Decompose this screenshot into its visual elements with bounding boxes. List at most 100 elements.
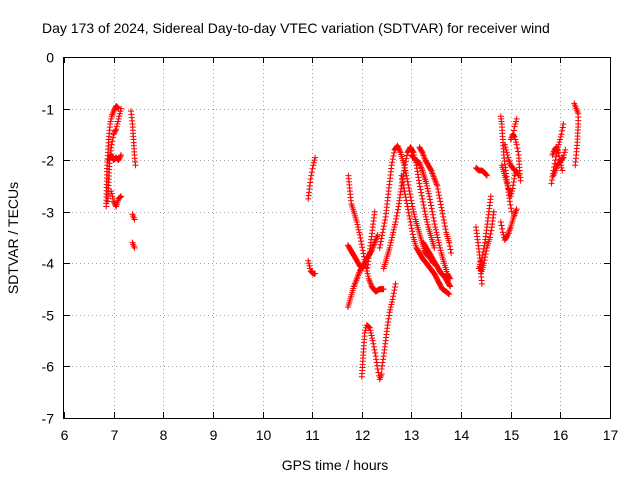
data-point <box>430 214 437 221</box>
data-point <box>391 221 398 228</box>
data-point <box>394 206 401 213</box>
data-point <box>502 144 509 151</box>
data-point <box>507 193 514 200</box>
data-point <box>556 152 563 159</box>
data-point <box>403 152 410 159</box>
series-sdtvar <box>103 100 582 383</box>
data-point <box>440 213 447 220</box>
data-point <box>558 162 565 169</box>
x-tick-label: 15 <box>504 427 520 443</box>
data-point <box>416 180 423 187</box>
data-point <box>509 188 516 195</box>
data-point <box>483 171 490 178</box>
data-point <box>428 202 435 209</box>
data-point <box>558 131 565 138</box>
data-point <box>446 274 453 281</box>
data-point <box>387 306 394 313</box>
data-point <box>511 123 518 130</box>
data-point <box>435 237 442 244</box>
data-point <box>501 141 508 148</box>
data-point <box>113 126 120 133</box>
data-point <box>560 121 567 128</box>
data-point <box>424 221 431 228</box>
y-axis-tick-labels: 0 -1 -2 -3 -4 -5 -6 -7 <box>42 50 55 427</box>
data-point <box>400 181 407 188</box>
data-point <box>365 273 372 280</box>
data-point <box>448 249 455 256</box>
x-tick-label: 6 <box>61 427 69 443</box>
data-point <box>366 324 373 331</box>
grid <box>64 57 610 418</box>
data-point <box>308 169 315 176</box>
data-point <box>395 145 402 152</box>
data-point <box>393 215 400 222</box>
data-point <box>572 162 579 169</box>
data-point <box>353 219 360 226</box>
data-point <box>110 131 117 138</box>
y-tick-label: -6 <box>42 359 55 375</box>
y-tick-label: -1 <box>42 102 55 118</box>
data-point <box>114 104 121 111</box>
data-point <box>434 182 441 189</box>
y-tick-label: -2 <box>42 153 55 169</box>
data-point <box>357 235 364 242</box>
data-point <box>374 231 381 238</box>
data-series <box>103 100 582 383</box>
data-point <box>555 149 562 156</box>
x-tick-label: 14 <box>454 427 470 443</box>
data-point <box>116 194 123 201</box>
data-point <box>437 244 444 251</box>
data-point <box>400 184 407 191</box>
data-point <box>517 177 524 184</box>
data-point <box>406 215 413 222</box>
x-axis-tick-labels: 6 7 8 9 10 11 12 13 14 15 16 17 <box>61 427 619 443</box>
y-tick-label: -3 <box>42 205 55 221</box>
data-point <box>410 208 417 215</box>
data-point <box>511 166 518 173</box>
data-point <box>380 226 387 233</box>
data-point <box>403 197 410 204</box>
data-point <box>402 158 409 165</box>
data-point <box>391 284 398 291</box>
data-point <box>432 226 439 233</box>
data-point <box>405 209 412 216</box>
data-point <box>360 250 367 257</box>
data-point <box>395 144 402 151</box>
data-point <box>310 162 317 169</box>
data-point <box>380 286 387 293</box>
data-point <box>422 211 429 218</box>
data-point <box>409 231 416 238</box>
data-point <box>388 162 395 169</box>
data-point <box>440 216 447 223</box>
data-point <box>355 224 362 231</box>
data-point <box>490 208 497 215</box>
data-point <box>559 155 566 162</box>
data-point <box>390 226 397 233</box>
data-point <box>403 155 410 162</box>
data-point <box>118 151 125 158</box>
x-axis-label: GPS time / hours <box>282 457 389 473</box>
data-point <box>418 148 425 155</box>
data-point <box>111 128 118 135</box>
data-point <box>396 148 403 155</box>
data-point <box>511 133 518 140</box>
data-point <box>559 167 566 174</box>
data-point <box>406 212 413 219</box>
data-point <box>382 216 389 223</box>
data-point <box>359 244 366 251</box>
data-point <box>394 142 401 149</box>
data-point <box>410 206 417 213</box>
data-point <box>437 198 444 205</box>
data-point <box>378 235 385 242</box>
data-point <box>557 136 564 143</box>
data-point <box>487 231 494 238</box>
data-point <box>446 243 453 250</box>
data-point <box>482 254 489 261</box>
data-point <box>422 213 429 220</box>
data-point <box>421 208 428 215</box>
data-point <box>132 162 139 169</box>
data-point <box>559 124 566 131</box>
data-point <box>424 219 431 226</box>
data-point <box>483 172 490 179</box>
